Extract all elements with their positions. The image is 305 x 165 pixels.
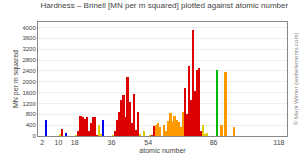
svg-text:54: 54 <box>144 139 152 146</box>
svg-text:2000: 2000 <box>22 79 36 85</box>
svg-text:3600: 3600 <box>22 35 36 41</box>
svg-text:2: 2 <box>40 139 44 146</box>
svg-text:0: 0 <box>32 133 36 139</box>
svg-text:36: 36 <box>108 139 116 146</box>
svg-text:3200: 3200 <box>22 46 36 52</box>
svg-text:10: 10 <box>55 139 63 146</box>
svg-text:1200: 1200 <box>22 101 36 107</box>
svg-text:18: 18 <box>71 139 79 146</box>
svg-text:800: 800 <box>26 111 37 117</box>
svg-text:86: 86 <box>210 139 218 146</box>
svg-text:400: 400 <box>26 122 37 128</box>
svg-text:1600: 1600 <box>22 90 36 96</box>
svg-text:2400: 2400 <box>22 68 36 74</box>
svg-text:2800: 2800 <box>22 57 36 63</box>
svg-text:4000: 4000 <box>22 25 36 31</box>
svg-text:© Mark Winter (webelements.com: © Mark Winter (webelements.com) <box>293 33 299 125</box>
svg-text:MN per m squared: MN per m squared <box>12 50 20 108</box>
svg-text:Hardness – Brinell [MN per m s: Hardness – Brinell [MN per m squared] pl… <box>40 1 288 10</box>
svg-text:118: 118 <box>273 139 284 146</box>
svg-text:atomic number: atomic number <box>139 147 186 154</box>
